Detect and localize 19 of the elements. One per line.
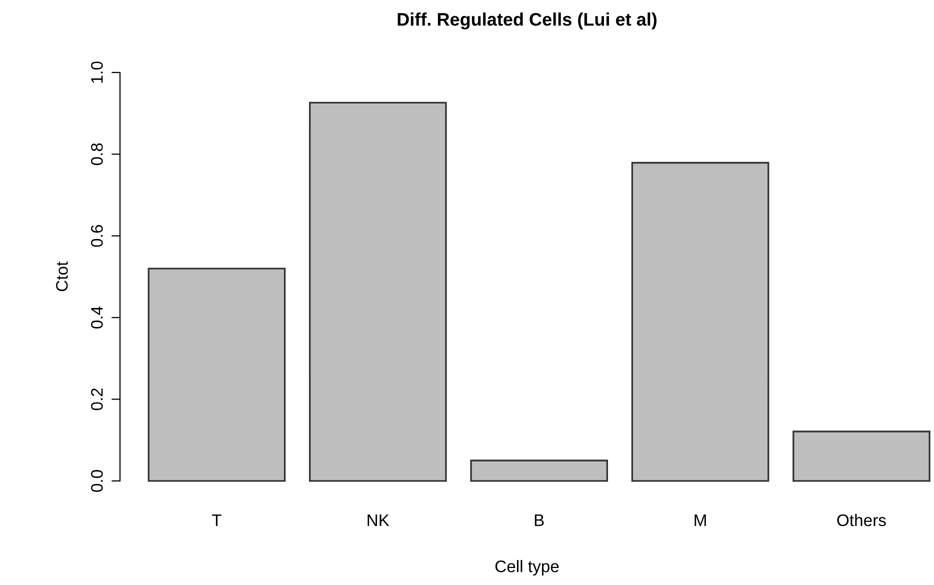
y-axis-title: Ctot [56,262,68,292]
y-tick-label: 0.8 [91,143,103,166]
bar [792,430,930,482]
y-tick-label: 0.6 [91,225,103,247]
x-tick-label: B [534,514,544,526]
x-axis-title: Cell type [495,560,559,576]
y-tick-label: 1.0 [91,62,103,83]
bar [148,268,286,482]
bar [470,460,608,482]
y-tick-label: 0.2 [91,388,103,410]
bar [308,102,447,482]
x-tick-label: T [212,514,222,526]
x-tick-label: M [694,514,706,526]
y-tick-label: 0.4 [91,306,103,328]
bar [631,162,770,482]
chart-title: Diff. Regulated Cells (Lui et al) [398,12,657,30]
x-tick-label: Others [837,514,886,526]
y-tick-label: 0.0 [91,470,103,492]
x-tick-label: NK [368,514,390,526]
